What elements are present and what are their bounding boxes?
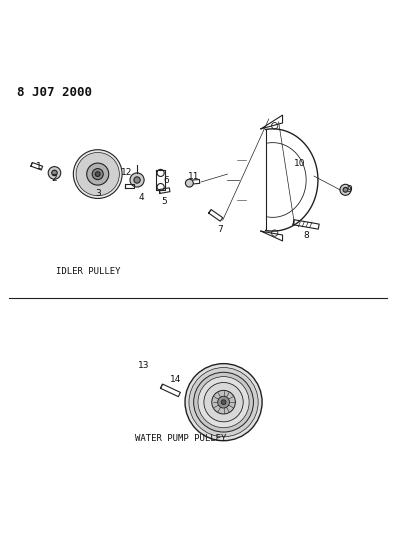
Text: 10: 10: [294, 159, 305, 168]
Text: 7: 7: [217, 224, 223, 233]
Circle shape: [95, 172, 100, 176]
Circle shape: [343, 188, 348, 192]
Circle shape: [48, 167, 61, 179]
Circle shape: [134, 177, 140, 183]
Text: 9: 9: [346, 185, 352, 195]
Circle shape: [185, 364, 262, 441]
Circle shape: [52, 170, 57, 176]
Circle shape: [189, 368, 258, 437]
Circle shape: [198, 377, 249, 427]
Text: 1: 1: [36, 161, 42, 171]
Circle shape: [218, 396, 229, 408]
Text: 14: 14: [169, 375, 181, 384]
Text: 13: 13: [138, 361, 149, 370]
Text: 12: 12: [121, 168, 132, 177]
Circle shape: [185, 179, 193, 187]
Circle shape: [87, 163, 109, 185]
Circle shape: [212, 390, 235, 414]
Circle shape: [340, 184, 351, 195]
Text: WATER PUMP PULLEY: WATER PUMP PULLEY: [135, 434, 227, 442]
Text: 2: 2: [51, 174, 57, 182]
Text: IDLER PULLEY: IDLER PULLEY: [57, 266, 121, 276]
Text: 5: 5: [162, 197, 168, 206]
Circle shape: [221, 400, 226, 405]
Text: 11: 11: [188, 172, 199, 181]
Circle shape: [194, 372, 253, 432]
Circle shape: [130, 173, 144, 187]
Text: 3: 3: [95, 189, 101, 198]
Text: 8: 8: [303, 231, 309, 240]
Text: 4: 4: [138, 193, 144, 202]
Circle shape: [73, 150, 122, 198]
Text: 8 J07 2000: 8 J07 2000: [17, 86, 92, 99]
Text: 6: 6: [164, 176, 169, 185]
Circle shape: [204, 383, 243, 422]
Circle shape: [92, 168, 103, 180]
Circle shape: [76, 152, 119, 196]
